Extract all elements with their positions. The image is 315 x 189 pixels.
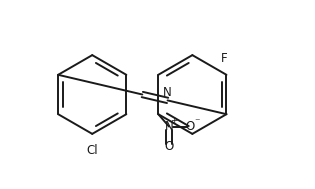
Text: N: N xyxy=(165,120,174,133)
Text: Cl: Cl xyxy=(86,144,98,157)
Text: ⁻: ⁻ xyxy=(194,117,199,127)
Text: F: F xyxy=(221,52,227,65)
Text: O: O xyxy=(164,140,174,153)
Text: +: + xyxy=(170,116,178,125)
Text: N: N xyxy=(163,86,172,99)
Text: O: O xyxy=(186,120,195,133)
